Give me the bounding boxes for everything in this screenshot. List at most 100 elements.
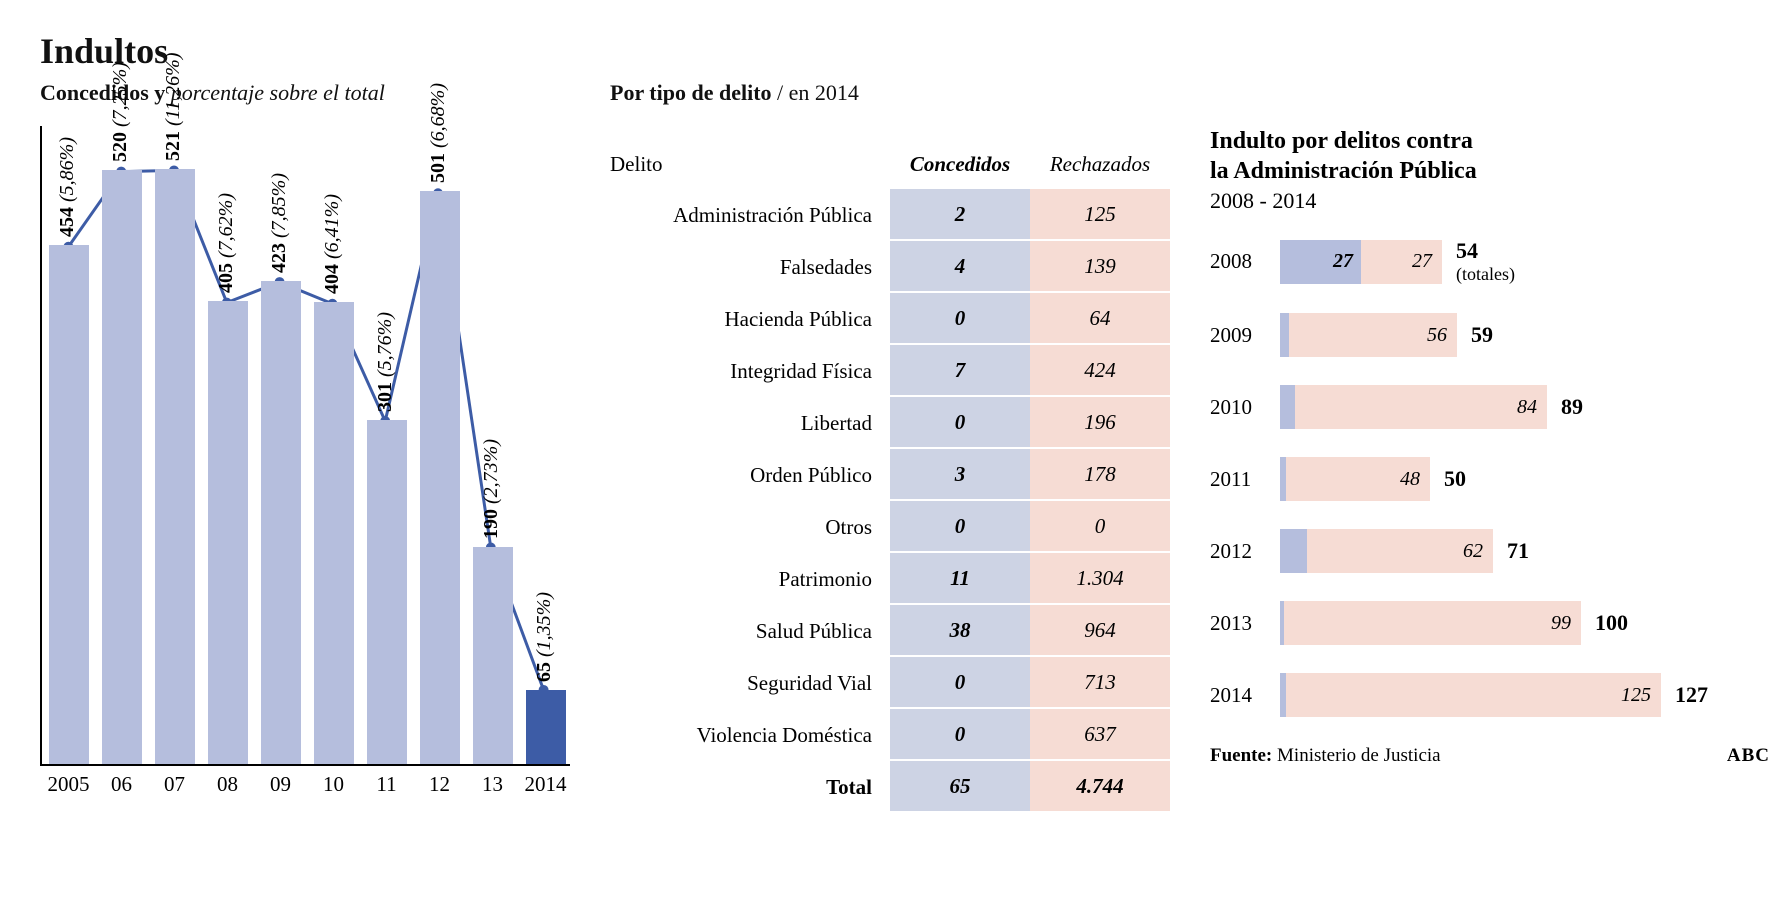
source-value: Ministerio de Justicia bbox=[1272, 745, 1440, 766]
hbar-row: 201124850 bbox=[1210, 457, 1770, 501]
table-row: Falsedades4139 bbox=[610, 241, 1170, 293]
hbar-seg-rechazados: 27 bbox=[1361, 240, 1442, 284]
cell-concedidos: 4 bbox=[890, 241, 1030, 293]
table-row: Seguridad Vial0713 bbox=[610, 657, 1170, 709]
hbar-track: 962 bbox=[1280, 529, 1493, 573]
right-title-line1: Indulto por delitos contra bbox=[1210, 128, 1473, 154]
bar-label: 65 (1,35%) bbox=[533, 592, 556, 682]
right-title-line2: la Administración Pública bbox=[1210, 158, 1477, 184]
hbar-seg-b-value: 99 bbox=[1551, 612, 1571, 635]
bar-line-chart: 454 (5,86%)2005520 (7,25%)06521 (11,26%)… bbox=[40, 126, 570, 766]
x-tick: 08 bbox=[217, 772, 238, 797]
x-tick: 2005 bbox=[48, 772, 90, 797]
cell-concedidos: 65 bbox=[890, 761, 1030, 813]
table-row-total: Total654.744 bbox=[610, 761, 1170, 813]
bar-label: 501 (6,68%) bbox=[427, 83, 450, 183]
hbar-row: 2013199 100 bbox=[1210, 601, 1770, 645]
cell-rechazados: 64 bbox=[1030, 293, 1170, 345]
bar: 405 (7,62%) bbox=[208, 301, 248, 764]
hbar-total: 59 bbox=[1471, 322, 1493, 348]
hbar-year: 2013 bbox=[1210, 611, 1280, 636]
x-tick: 11 bbox=[376, 772, 396, 797]
cell-rechazados: 4.744 bbox=[1030, 761, 1170, 813]
hbar-total: 89 bbox=[1561, 394, 1583, 420]
x-tick: 06 bbox=[111, 772, 132, 797]
hbar-seg-concedidos: 3 bbox=[1280, 313, 1289, 357]
hbar-seg-b-value: 62 bbox=[1463, 540, 1483, 563]
bar-label: 405 (7,62%) bbox=[215, 193, 238, 293]
hbar-total: 100 bbox=[1595, 610, 1628, 636]
row-label: Salud Pública bbox=[610, 619, 890, 644]
hbar-total: 50 bbox=[1444, 466, 1466, 492]
row-label: Seguridad Vial bbox=[610, 671, 890, 696]
panel-admin-publica: Indulto por delitos contra la Administra… bbox=[1210, 80, 1770, 767]
hbar-row: 20142125127 bbox=[1210, 673, 1770, 717]
hbar-seg-b-value: 125 bbox=[1621, 684, 1651, 707]
bar: 404 (6,41%) bbox=[314, 302, 354, 764]
hbar-total: 127 bbox=[1675, 682, 1708, 708]
hbar-track: 199 bbox=[1280, 601, 1581, 645]
hbar-track: 27 27 bbox=[1280, 240, 1442, 284]
row-label: Falsedades bbox=[610, 255, 890, 280]
cell-concedidos: 7 bbox=[890, 345, 1030, 397]
cell-rechazados: 0 bbox=[1030, 501, 1170, 553]
panel-tipo-delito: Por tipo de delito / en 2014 Delito Conc… bbox=[610, 80, 1170, 813]
cell-concedidos: 0 bbox=[890, 397, 1030, 449]
source-label: Fuente: bbox=[1210, 745, 1272, 766]
hbar-seg-rechazados: 48 bbox=[1286, 457, 1430, 501]
hbar-year: 2009 bbox=[1210, 323, 1280, 348]
bar-label: 301 (5,76%) bbox=[374, 312, 397, 412]
row-label: Hacienda Pública bbox=[610, 307, 890, 332]
hbar-track: 5 84 bbox=[1280, 385, 1547, 429]
hbar-year: 2010 bbox=[1210, 395, 1280, 420]
cell-concedidos: 38 bbox=[890, 605, 1030, 657]
hbar-seg-concedidos: 5 bbox=[1280, 385, 1295, 429]
x-tick: 09 bbox=[270, 772, 291, 797]
row-label: Orden Público bbox=[610, 463, 890, 488]
bar-label: 404 (6,41%) bbox=[321, 194, 344, 294]
hbar-row: 20105 84 89 bbox=[1210, 385, 1770, 429]
table-row: Integridad Física7424 bbox=[610, 345, 1170, 397]
bar-label: 454 (5,86%) bbox=[56, 137, 79, 237]
left-subtitle-bold: Concedidos y bbox=[40, 80, 171, 105]
hbar-body: 2008272754(totales)200935659201058489201… bbox=[1210, 238, 1770, 717]
table-row: Otros00 bbox=[610, 501, 1170, 553]
cell-rechazados: 637 bbox=[1030, 709, 1170, 761]
bar-label: 190 (2,73%) bbox=[480, 439, 503, 539]
panels-container: Concedidos y porcentaje sobre el total 4… bbox=[40, 80, 1750, 813]
hbar-year: 2008 bbox=[1210, 249, 1280, 274]
hbar-total-note: (totales) bbox=[1456, 264, 1515, 285]
bar: 520 (7,25%) bbox=[102, 170, 142, 764]
bar-label: 521 (11,26%) bbox=[162, 52, 185, 161]
cell-concedidos: 0 bbox=[890, 501, 1030, 553]
row-label: Total bbox=[610, 775, 890, 800]
cell-rechazados: 1.304 bbox=[1030, 553, 1170, 605]
cell-rechazados: 964 bbox=[1030, 605, 1170, 657]
table-row: Hacienda Pública064 bbox=[610, 293, 1170, 345]
hbar-seg-b-value: 48 bbox=[1400, 468, 1420, 491]
table-row: Patrimonio111.304 bbox=[610, 553, 1170, 605]
hbar-seg-a-value: 27 bbox=[1333, 250, 1353, 273]
cell-concedidos: 3 bbox=[890, 449, 1030, 501]
col-header-delito: Delito bbox=[610, 152, 890, 177]
bar-label: 423 (7,85%) bbox=[268, 173, 291, 273]
right-title: Indulto por delitos contra la Administra… bbox=[1210, 126, 1770, 186]
table-row: Violencia Doméstica0637 bbox=[610, 709, 1170, 761]
hbar-seg-rechazados: 84 bbox=[1295, 385, 1547, 429]
hbar-track: 248 bbox=[1280, 457, 1430, 501]
bar: 423 (7,85%) bbox=[261, 281, 301, 764]
col-header-rechazados: Rechazados bbox=[1030, 152, 1170, 177]
bar-label: 520 (7,25%) bbox=[109, 62, 132, 162]
left-subtitle-italic: porcentaje sobre el total bbox=[171, 80, 385, 105]
table-header: Delito Concedidos Rechazados bbox=[610, 152, 1170, 177]
cell-rechazados: 125 bbox=[1030, 189, 1170, 241]
cell-rechazados: 178 bbox=[1030, 449, 1170, 501]
hbar-seg-rechazados: 125 bbox=[1286, 673, 1661, 717]
table-body: Administración Pública2125Falsedades4139… bbox=[610, 189, 1170, 813]
row-label: Integridad Física bbox=[610, 359, 890, 384]
hbar-seg-b-value: 84 bbox=[1517, 396, 1537, 419]
bar: 65 (1,35%) bbox=[526, 690, 566, 764]
x-tick: 07 bbox=[164, 772, 185, 797]
cell-concedidos: 2 bbox=[890, 189, 1030, 241]
row-label: Otros bbox=[610, 515, 890, 540]
